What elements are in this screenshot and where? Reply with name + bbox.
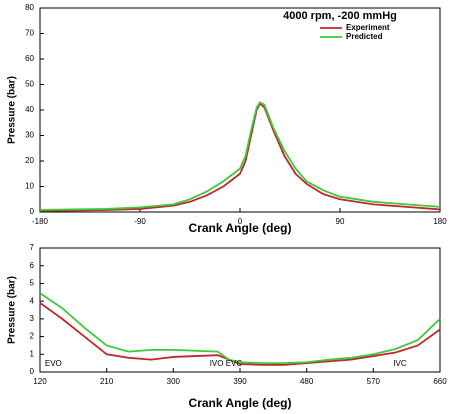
x-tick-label: 180 bbox=[433, 217, 447, 226]
y-tick-label: 0 bbox=[30, 207, 35, 216]
data-line bbox=[39, 101, 441, 211]
y-axis-label: Pressure (bar) bbox=[7, 276, 18, 344]
x-tick-label: -180 bbox=[32, 217, 49, 226]
x-tick-label: 300 bbox=[167, 377, 181, 386]
x-tick-label: 210 bbox=[100, 377, 114, 386]
y-tick-label: 4 bbox=[30, 296, 35, 305]
y-tick-label: 30 bbox=[25, 131, 34, 140]
y-tick-label: 40 bbox=[25, 105, 34, 114]
chart-title: 4000 rpm, -200 mmHg bbox=[283, 10, 397, 22]
y-axis-label: Pressure (bar) bbox=[7, 76, 18, 144]
data-line bbox=[39, 102, 441, 212]
y-tick-label: 2 bbox=[30, 332, 35, 341]
x-tick-label: 480 bbox=[300, 377, 314, 386]
x-tick-label: 570 bbox=[367, 377, 381, 386]
y-tick-label: 6 bbox=[30, 261, 35, 270]
x-tick-label: 0 bbox=[238, 217, 243, 226]
y-tick-label: 50 bbox=[25, 80, 34, 89]
annotation: IVC bbox=[393, 359, 407, 368]
x-tick-label: 660 bbox=[433, 377, 447, 386]
annotation: EVO bbox=[45, 359, 62, 368]
data-line bbox=[39, 302, 441, 366]
legend-label: Experiment bbox=[346, 23, 390, 32]
y-tick-label: 80 bbox=[25, 3, 34, 12]
y-tick-label: 7 bbox=[30, 243, 35, 252]
y-tick-label: 10 bbox=[25, 182, 34, 191]
data-line bbox=[39, 292, 441, 365]
y-tick-label: 0 bbox=[30, 367, 35, 376]
x-axis-label: Crank Angle (deg) bbox=[189, 396, 292, 410]
y-tick-label: 70 bbox=[25, 29, 34, 38]
x-tick-label: 390 bbox=[233, 377, 247, 386]
annotation: IVO EVC bbox=[210, 359, 243, 368]
y-tick-label: 5 bbox=[30, 279, 35, 288]
x-tick-label: 90 bbox=[336, 217, 345, 226]
y-tick-label: 1 bbox=[30, 349, 35, 358]
x-tick-label: -90 bbox=[134, 217, 146, 226]
legend-label: Predicted bbox=[346, 32, 383, 41]
x-axis-label: Crank Angle (deg) bbox=[189, 221, 292, 235]
y-tick-label: 20 bbox=[25, 156, 34, 165]
y-tick-label: 60 bbox=[25, 54, 34, 63]
x-tick-label: 120 bbox=[33, 377, 47, 386]
y-tick-label: 3 bbox=[30, 314, 35, 323]
